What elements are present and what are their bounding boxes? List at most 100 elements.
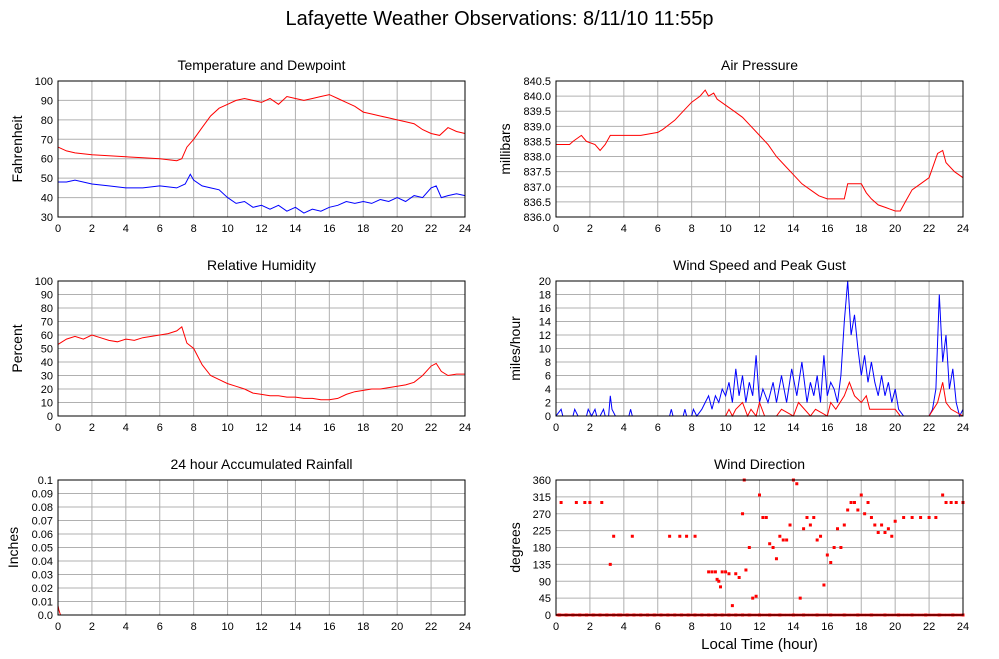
data-point <box>737 576 741 579</box>
y-axis-label: millibars <box>497 123 513 174</box>
x-tick-label: 12 <box>753 422 765 434</box>
x-tick-label: 6 <box>655 223 661 235</box>
x-tick-label: 6 <box>655 621 661 633</box>
x-tick-label: 24 <box>459 621 471 633</box>
data-point <box>846 508 850 512</box>
data-point <box>588 501 592 504</box>
x-tick-label: 6 <box>157 223 163 235</box>
data-point <box>893 519 897 523</box>
y-tick-label: 20 <box>539 276 551 288</box>
data-point <box>856 508 860 512</box>
data-point <box>815 538 819 542</box>
data-point <box>825 553 829 557</box>
data-point <box>774 557 778 561</box>
data-point <box>668 534 672 538</box>
chart-humidity: 0 2 4 6 8 10 12 14 16 18 20 22 240102030405060708090… <box>9 257 471 434</box>
x-tick-label: 24 <box>459 223 471 235</box>
data-point <box>707 570 711 574</box>
chart-title: Air Pressure <box>721 57 798 73</box>
plot-frame <box>57 280 466 417</box>
x-tick-label: 16 <box>323 621 335 633</box>
y-tick-label: 90 <box>539 576 551 588</box>
x-tick-label: 14 <box>787 422 799 434</box>
x-tick-label: 18 <box>357 621 369 633</box>
data-point <box>559 501 563 504</box>
data-point <box>727 572 731 576</box>
chart-title: 24 hour Accumulated Rainfall <box>170 456 352 472</box>
y-tick-label: 4 <box>545 384 551 396</box>
plot-frame <box>57 80 466 218</box>
x-tick-label: 20 <box>391 223 403 235</box>
data-point <box>758 493 761 497</box>
data-point <box>720 570 724 574</box>
x-tick-label: 8 <box>689 621 695 633</box>
y-tick-label: 2 <box>545 398 551 410</box>
y-tick-label: 0 <box>47 411 53 423</box>
data-point <box>747 546 751 549</box>
y-tick-label: 839.5 <box>523 106 551 118</box>
data-point <box>795 482 799 486</box>
y-tick-label: 0.03 <box>32 570 53 582</box>
data-point <box>890 534 894 538</box>
data-point <box>685 534 689 538</box>
chart-rain: 0 2 4 6 8 10 12 14 16 18 20 22 240.00.010.020.030.04… <box>5 456 471 633</box>
data-point <box>886 527 890 531</box>
x-tick-label: 22 <box>923 223 935 235</box>
data-point <box>710 570 714 574</box>
series-line <box>57 94 466 162</box>
data-point <box>954 501 958 504</box>
y-tick-label: 360 <box>533 475 551 487</box>
y-tick-label: 70 <box>41 317 53 329</box>
data-point <box>724 570 728 574</box>
plot-frame <box>555 280 964 417</box>
data-point <box>829 561 833 564</box>
y-tick-label: 45 <box>539 593 551 605</box>
chart-title: Wind Speed and Peak Gust <box>673 257 846 273</box>
y-tick-label: 836.5 <box>523 197 551 209</box>
x-tick-label: 14 <box>289 621 301 633</box>
plot-frame <box>555 80 964 218</box>
x-tick-label: 16 <box>821 223 833 235</box>
plot-frame <box>57 479 466 616</box>
x-tick-label: 22 <box>923 422 935 434</box>
x-tick-label: 4 <box>621 223 627 235</box>
x-tick-label: 16 <box>323 422 335 434</box>
data-point <box>608 562 612 566</box>
x-tick-label: 24 <box>957 621 969 633</box>
x-tick-label: 24 <box>957 422 969 434</box>
y-tick-label: 0.08 <box>32 502 53 514</box>
x-tick-label: 8 <box>191 621 197 633</box>
data-point <box>771 546 775 549</box>
x-tick-label: 12 <box>255 422 267 434</box>
y-tick-label: 100 <box>35 276 53 288</box>
x-tick-label: 12 <box>255 223 267 235</box>
y-tick-label: 50 <box>41 173 53 185</box>
y-tick-label: 10 <box>41 398 53 410</box>
y-tick-label: 837.0 <box>523 182 551 194</box>
y-tick-label: 100 <box>35 76 53 88</box>
data-point <box>812 516 816 519</box>
data-point <box>927 516 931 519</box>
data-point <box>941 493 945 497</box>
chart-direction: 0 2 4 6 8 10 12 14 16 18 20 22 240459013518022527031… <box>507 456 969 653</box>
x-tick-label: 2 <box>587 223 593 235</box>
chart-wind: 0 2 4 6 8 10 12 14 16 18 20 22 2402468101214161820Wi… <box>507 257 969 434</box>
data-point <box>934 516 938 519</box>
chart-temp: 0 2 4 6 8 10 12 14 16 18 20 22 2430405060708090100Te… <box>9 57 471 235</box>
x-tick-label: 8 <box>191 422 197 434</box>
x-tick-label: 10 <box>719 621 731 633</box>
y-tick-label: 90 <box>41 290 53 302</box>
y-tick-label: 837.5 <box>523 167 551 179</box>
x-tick-label: 4 <box>621 422 627 434</box>
data-point <box>869 516 873 519</box>
y-tick-label: 836.0 <box>523 212 551 224</box>
chart-title: Wind Direction <box>714 456 805 472</box>
y-axis-label: Fahrenheit <box>9 115 25 182</box>
x-tick-label: 0 <box>553 223 559 235</box>
y-tick-label: 840.5 <box>523 76 551 88</box>
x-tick-label: 10 <box>221 223 233 235</box>
x-tick-label: 16 <box>821 621 833 633</box>
y-tick-label: 840.0 <box>523 91 551 103</box>
x-tick-label: 2 <box>587 422 593 434</box>
y-tick-label: 16 <box>539 303 551 315</box>
